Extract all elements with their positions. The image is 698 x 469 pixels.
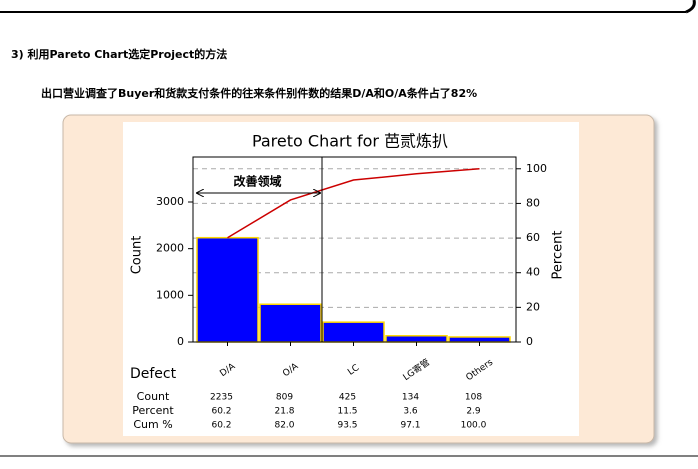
table-cell: 60.2 — [211, 407, 231, 417]
table-cell: 2.9 — [466, 407, 481, 417]
table-cell: 100.0 — [461, 421, 487, 431]
bar — [322, 321, 385, 343]
x-axis-label: Defect — [130, 366, 177, 382]
table-cell: 108 — [465, 393, 482, 403]
y2-tick-label: 40 — [526, 266, 540, 279]
table-cell: 82.0 — [274, 421, 294, 431]
table-cell: 93.5 — [337, 421, 357, 431]
y2-tick-label: 0 — [526, 335, 533, 348]
table-cell: 60.2 — [211, 421, 231, 431]
y-tick-label: 3000 — [156, 195, 184, 208]
table-row-label: Percent — [132, 404, 174, 417]
table-cell: 21.8 — [274, 407, 294, 417]
y2-axis-label: Percent — [551, 231, 566, 280]
annotation: 改善领域 — [233, 174, 281, 189]
y-tick-label: 2000 — [156, 242, 184, 255]
y2-tick-label: 20 — [526, 300, 540, 313]
y-axis-label: Count — [130, 236, 145, 275]
y2-tick-label: 100 — [526, 162, 547, 175]
bar — [259, 303, 322, 343]
table-row-label: Count — [137, 390, 170, 403]
heading: 3) 利用Pareto Chart选定Project的方法 — [11, 47, 227, 61]
y-tick-label: 0 — [177, 335, 184, 348]
plot-frame — [192, 156, 517, 343]
y2-tick-label: 80 — [526, 196, 540, 209]
corner-decoration — [685, 0, 696, 14]
table-cell: 134 — [402, 393, 419, 403]
table-cell: 2235 — [210, 393, 233, 403]
cumulative-line — [227, 168, 480, 239]
bar — [196, 236, 259, 343]
table-row-label: Cum % — [133, 418, 172, 431]
bar — [385, 334, 448, 343]
y2-tick-label: 60 — [526, 231, 540, 244]
table-cell: 3.6 — [403, 407, 418, 417]
chart-title: Pareto Chart for 芭贰炼扒 — [252, 132, 448, 151]
table-cell: 809 — [276, 393, 293, 403]
bar — [448, 336, 511, 343]
y-tick-label: 1000 — [156, 288, 184, 301]
table-cell: 425 — [339, 393, 356, 403]
table-cell: 11.5 — [337, 407, 357, 417]
subheading: 出口营业调查了Buyer和货款支付条件的往来条件别件数的结果D/A和O/A条件占… — [41, 86, 477, 100]
table-cell: 97.1 — [400, 421, 420, 431]
